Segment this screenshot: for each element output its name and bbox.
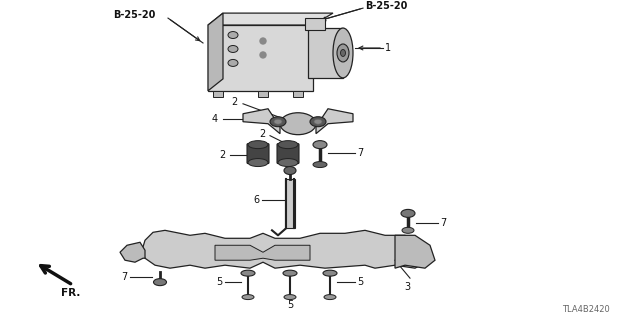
Text: 5: 5 [287, 300, 293, 310]
Ellipse shape [333, 28, 353, 78]
Polygon shape [243, 109, 280, 134]
FancyBboxPatch shape [258, 91, 268, 97]
Ellipse shape [283, 270, 297, 276]
Text: 3: 3 [404, 282, 410, 292]
Ellipse shape [278, 159, 298, 166]
Text: 7: 7 [357, 148, 364, 158]
Circle shape [260, 52, 266, 58]
Ellipse shape [228, 60, 238, 67]
Ellipse shape [280, 113, 316, 135]
Polygon shape [316, 109, 353, 134]
FancyBboxPatch shape [285, 179, 295, 228]
Text: 2: 2 [232, 97, 238, 107]
FancyBboxPatch shape [308, 28, 343, 78]
Text: FR.: FR. [61, 288, 81, 298]
Text: 1: 1 [385, 43, 391, 53]
Ellipse shape [248, 141, 268, 148]
Text: 6: 6 [254, 196, 260, 205]
Polygon shape [215, 245, 310, 260]
Polygon shape [208, 13, 223, 91]
Ellipse shape [340, 50, 346, 56]
Ellipse shape [313, 141, 327, 148]
Ellipse shape [313, 162, 327, 168]
Ellipse shape [323, 270, 337, 276]
Polygon shape [395, 235, 435, 268]
FancyBboxPatch shape [305, 18, 325, 30]
Ellipse shape [284, 295, 296, 300]
Ellipse shape [228, 32, 238, 38]
Ellipse shape [310, 117, 326, 127]
Ellipse shape [401, 209, 415, 217]
Ellipse shape [274, 119, 282, 124]
Text: 2: 2 [260, 129, 266, 139]
Ellipse shape [242, 295, 254, 300]
Ellipse shape [278, 141, 298, 148]
Ellipse shape [248, 159, 268, 166]
Text: 5: 5 [216, 277, 222, 287]
FancyBboxPatch shape [213, 91, 223, 97]
Text: 5: 5 [357, 277, 364, 287]
Text: B-25-20: B-25-20 [365, 1, 408, 11]
Ellipse shape [402, 227, 414, 233]
Polygon shape [142, 230, 430, 268]
Text: TLA4B2420: TLA4B2420 [563, 305, 610, 314]
Circle shape [260, 38, 266, 44]
Polygon shape [120, 242, 145, 262]
Ellipse shape [228, 45, 238, 52]
Ellipse shape [337, 44, 349, 62]
FancyBboxPatch shape [293, 91, 303, 97]
Ellipse shape [270, 117, 286, 127]
Polygon shape [208, 13, 333, 25]
Text: 4: 4 [212, 114, 218, 124]
Text: B-25-20: B-25-20 [113, 10, 156, 20]
FancyBboxPatch shape [247, 144, 269, 164]
Ellipse shape [314, 119, 322, 124]
Text: 2: 2 [220, 149, 226, 160]
Ellipse shape [154, 279, 166, 286]
Text: 7: 7 [121, 272, 127, 282]
Ellipse shape [241, 270, 255, 276]
Text: 7: 7 [440, 218, 446, 228]
Ellipse shape [284, 166, 296, 174]
Ellipse shape [324, 295, 336, 300]
FancyBboxPatch shape [208, 25, 313, 91]
FancyBboxPatch shape [277, 144, 299, 164]
